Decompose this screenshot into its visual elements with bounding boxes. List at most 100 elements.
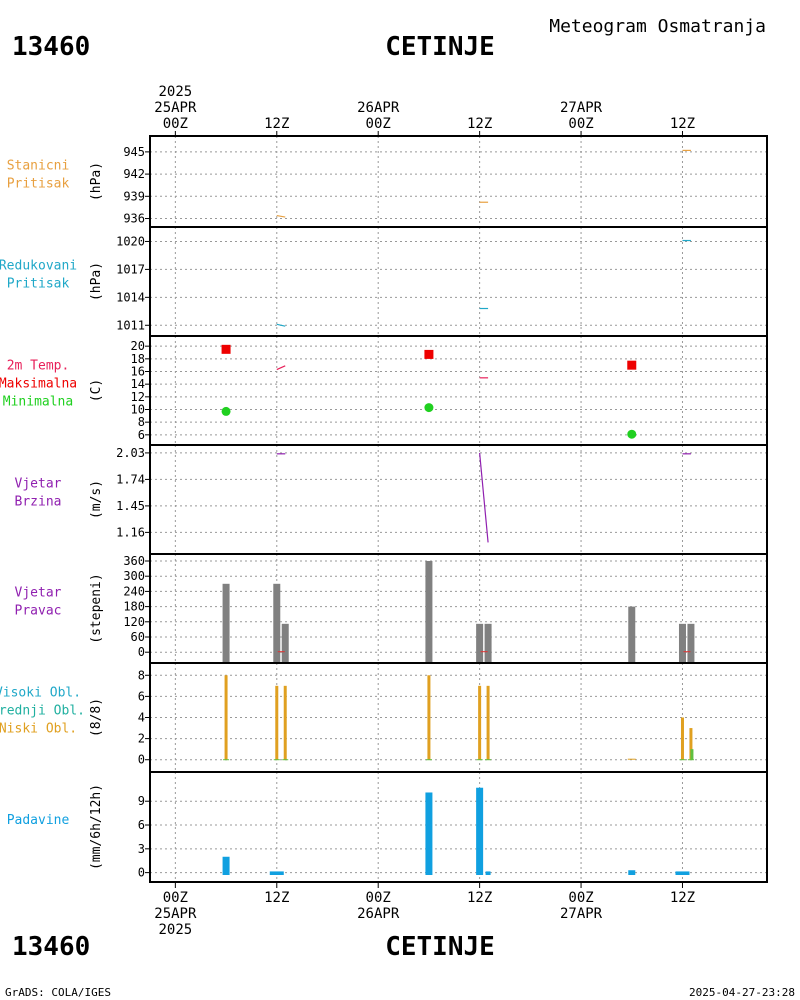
- y-tick-label: 180: [123, 600, 145, 614]
- y-tick-label: 16: [131, 365, 145, 379]
- panel-unit: (hPa): [89, 262, 104, 301]
- time-label-top: 12Z: [670, 116, 695, 132]
- time-label-bottom: 00Z: [366, 890, 391, 906]
- panel-label: Padavine: [7, 813, 70, 828]
- precip-bar: [476, 787, 484, 875]
- temp-segment: [276, 365, 286, 371]
- wind-dir-bar: [687, 623, 695, 663]
- station-name-bottom: CETINJE: [385, 932, 495, 962]
- y-tick-label: 945: [123, 145, 145, 159]
- panel-label: Brzina: [15, 495, 62, 510]
- y-tick-label: 10: [131, 403, 145, 417]
- series-segment: [276, 214, 286, 218]
- low-cloud-bar: [478, 685, 482, 760]
- wind-dir-bar: [628, 606, 636, 663]
- meteogram-subtitle: Meteogram Osmatranja: [549, 16, 766, 37]
- y-tick-label: 1020: [116, 234, 145, 248]
- precip-bar: [628, 870, 636, 875]
- time-label-top: 00Z: [366, 116, 391, 132]
- min-temp-marker: [424, 403, 434, 413]
- max-temp-marker: [221, 344, 231, 354]
- max-temp-marker: [627, 360, 637, 370]
- max-temp-marker: [424, 349, 434, 359]
- panel-frame: [149, 444, 768, 555]
- y-tick-label: 60: [131, 630, 145, 644]
- time-label-top: 00Z: [163, 116, 188, 132]
- precip-bar: [222, 856, 230, 875]
- y-tick-label: 1.16: [116, 525, 145, 539]
- y-tick-label: 2: [138, 732, 145, 746]
- time-label-top: 12Z: [467, 116, 492, 132]
- y-tick-label: 1017: [116, 262, 145, 276]
- station-id-top: 13460: [12, 32, 90, 62]
- y-tick-label: 240: [123, 584, 145, 598]
- wind-dir-bar: [484, 623, 492, 663]
- low-cloud-bar: [486, 685, 490, 760]
- panel-label: Vjetar: [15, 477, 62, 492]
- time-label-bottom: 25APR: [154, 906, 197, 922]
- panel-unit: (8/8): [89, 698, 104, 737]
- time-label-bottom: 12Z: [670, 890, 695, 906]
- y-tick-label: 2.03: [116, 446, 145, 460]
- y-tick-label: 3: [138, 842, 145, 856]
- panel-label: Pritisak: [7, 277, 70, 292]
- y-tick-label: 6: [138, 818, 145, 832]
- y-tick-label: 6: [138, 689, 145, 703]
- min-temp-marker: [221, 406, 231, 416]
- panel-label: Visoki Obl.: [0, 686, 81, 701]
- precip-bar: [485, 871, 491, 875]
- precip-bar: [425, 792, 433, 875]
- panel-label: Pravac: [15, 604, 62, 619]
- panel-frame: [149, 135, 768, 228]
- y-tick-label: 1014: [116, 290, 145, 304]
- low-cloud-bar: [680, 717, 684, 760]
- wind-dir-bar: [222, 583, 230, 663]
- y-tick-label: 8: [138, 668, 145, 682]
- panel-label: Pritisak: [7, 177, 70, 192]
- panel-unit: (m/s): [89, 480, 104, 519]
- time-label-top: 2025: [158, 84, 192, 100]
- panel-frame: [149, 662, 768, 773]
- panel-label: Maksimalna: [0, 377, 77, 392]
- low-cloud-bar: [224, 675, 228, 760]
- wind-dir-bar: [476, 623, 484, 663]
- y-tick-label: 8: [138, 415, 145, 429]
- panel-frame: [149, 771, 768, 883]
- other-cloud-bar: [690, 749, 694, 760]
- time-label-top: 12Z: [264, 116, 289, 132]
- y-tick-label: 4: [138, 711, 145, 725]
- time-label-top: 00Z: [568, 116, 593, 132]
- low-cloud-bar: [275, 685, 279, 760]
- panel-unit: (stepeni): [89, 573, 104, 643]
- y-tick-label: 942: [123, 167, 145, 181]
- y-tick-label: 0: [138, 645, 145, 659]
- panel-label: Redukovani: [0, 259, 77, 274]
- wind-dir-bar: [678, 623, 686, 663]
- series-segment: [276, 323, 286, 327]
- y-tick-label: 18: [131, 352, 145, 366]
- y-tick-label: 14: [131, 377, 145, 391]
- y-tick-label: 20: [131, 339, 145, 353]
- y-tick-label: 120: [123, 615, 145, 629]
- y-tick-label: 300: [123, 569, 145, 583]
- panel-frame: [149, 226, 768, 337]
- time-label-bottom: 26APR: [357, 906, 400, 922]
- panel-label: Srednji Obl.: [0, 704, 85, 719]
- time-label-bottom: 00Z: [568, 890, 593, 906]
- time-label-top: 26APR: [357, 100, 400, 116]
- time-label-bottom: 12Z: [467, 890, 492, 906]
- low-cloud-bar: [283, 685, 287, 760]
- y-tick-label: 6: [138, 428, 145, 442]
- y-tick-label: 9: [138, 794, 145, 808]
- min-temp-marker: [627, 429, 637, 439]
- time-label-bottom: 27APR: [560, 906, 603, 922]
- panel-label: Vjetar: [15, 586, 62, 601]
- panel-label: Minimalna: [3, 395, 73, 410]
- y-tick-label: 1.74: [116, 472, 145, 486]
- time-label-bottom: 2025: [158, 922, 192, 938]
- y-tick-label: 0: [138, 753, 145, 767]
- panel-label: Niski Obl.: [0, 722, 77, 737]
- station-name-top: CETINJE: [385, 32, 495, 62]
- y-tick-label: 1011: [116, 318, 145, 332]
- y-tick-label: 936: [123, 212, 145, 226]
